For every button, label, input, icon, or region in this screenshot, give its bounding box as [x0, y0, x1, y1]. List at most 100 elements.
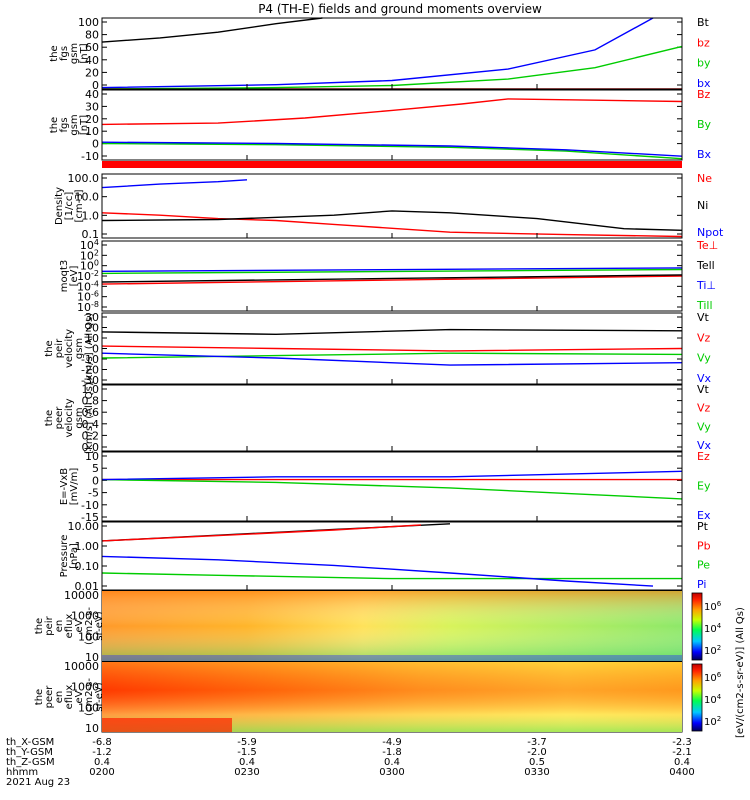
orbit-value: 0400	[669, 767, 694, 778]
ylabel-line: [mV/m]	[69, 468, 80, 506]
ylabel-line: [eV]	[69, 266, 80, 287]
tick-label: 104	[704, 622, 722, 635]
tick-label: 10-6	[77, 290, 99, 304]
tick-label: 10.00	[68, 520, 100, 533]
tick-exponent: 4	[717, 693, 722, 701]
tick-label: 104	[704, 693, 722, 706]
ylabel-line: [nPa]	[69, 543, 80, 569]
ylabel-line: E=-VxB	[59, 468, 70, 505]
series-bx	[101, 17, 654, 89]
ylabel-line: [nT]	[79, 115, 90, 135]
tick-exponent: -6	[91, 290, 99, 299]
legend-entry: Vy	[697, 352, 711, 365]
legend-entry: Vt	[697, 311, 710, 324]
tick-base: 10	[704, 602, 717, 613]
orbit-value: -5.9	[237, 737, 257, 748]
tick-label: 0	[92, 343, 99, 356]
tick-label: 1.00	[75, 540, 100, 553]
legend-entry: Pe	[697, 559, 710, 572]
legend-entry: By	[697, 118, 712, 131]
ylabel-line: peir	[54, 338, 65, 358]
tick-label: -10	[81, 499, 99, 512]
ylabel-line: eflux	[64, 614, 75, 639]
tick-exponent: 4	[94, 238, 99, 247]
panel-frame	[101, 384, 683, 452]
tick-label: 60	[85, 41, 99, 54]
ylabel-line: en	[54, 691, 65, 704]
series-Pe	[101, 572, 682, 580]
tick-label: -15	[81, 511, 99, 524]
tick-label: 102	[704, 644, 721, 657]
orbit-value: -2.0	[527, 747, 547, 758]
ylabel-line: the	[34, 689, 45, 705]
panel-temperature: moqt3 [eV]10410210010-210-410-610-8Te⊥Tel…	[59, 238, 718, 314]
legend-entry: Vy	[697, 420, 711, 433]
legend-entry: Ex	[697, 509, 711, 522]
tick-label: 0.0	[82, 441, 100, 454]
spectrogram-peir	[102, 591, 682, 661]
figure-title: P4 (TH-E) fields and ground moments over…	[258, 2, 542, 16]
series-Npot	[101, 179, 248, 189]
legend-entry: Ni	[697, 199, 708, 212]
tick-label: 10000	[64, 660, 99, 673]
spectrogram-peer	[102, 662, 682, 732]
series-Te⊥	[101, 275, 683, 285]
legend-entry: bx	[697, 77, 711, 90]
orbit-value: 0.4	[384, 757, 400, 768]
tick-label: 0	[92, 474, 99, 487]
colorbar-peer	[691, 663, 703, 732]
tick-label: 30	[85, 100, 99, 113]
orbit-row-label: th_Z-GSM	[6, 757, 55, 768]
ylabel-line: peer	[44, 685, 55, 709]
series-Ne	[101, 212, 683, 238]
ylabel-line: [nT]	[79, 43, 90, 63]
orbit-value: 0230	[234, 767, 259, 778]
ylabel-line: velocity	[64, 329, 75, 368]
legend-entry: by	[697, 57, 711, 70]
ylabel-line: fgs	[59, 46, 70, 61]
series-Vt	[101, 328, 683, 336]
series-Ey	[101, 478, 683, 500]
tick-label: 20	[85, 113, 99, 126]
legend-entry: Till	[696, 299, 713, 312]
tick-label: -5	[88, 487, 99, 500]
separator-band	[102, 161, 682, 168]
series-by	[101, 45, 683, 90]
tick-label: 100	[78, 630, 99, 643]
ylabel-line: gsm	[69, 43, 80, 64]
ylabel-line: [km/s] (All Qs)	[84, 313, 95, 385]
tick-base: 10	[704, 646, 717, 657]
tick-exponent: 6	[717, 600, 722, 608]
tick-base: 10	[704, 717, 717, 728]
orbit-value: 0330	[524, 767, 549, 778]
tick-exponent: 2	[94, 248, 99, 257]
ylabel-line: sr-eV)	[94, 682, 105, 711]
orbit-value: 0.4	[674, 757, 690, 768]
legend-entry: Vx	[697, 439, 712, 452]
ylabel-line: moqt3	[59, 260, 70, 293]
tick-label: 102	[80, 248, 99, 262]
legend-entry: Bx	[697, 148, 712, 161]
tick-label: 40	[85, 54, 99, 67]
legend-entry: Te⊥	[696, 239, 718, 252]
legend-entry: Pt	[697, 520, 709, 533]
tick-label: 1000	[71, 610, 99, 623]
orbit-value: 0.5	[529, 757, 545, 768]
panel-peir_velocity: the peir velocity gsm [km/s] (All Qs)3020100…	[44, 311, 712, 387]
orbit-value: 0.4	[94, 757, 110, 768]
tick-label: 80	[85, 29, 99, 42]
tick-label: 1000	[71, 681, 99, 694]
tick-label: 10	[85, 332, 99, 345]
tick-label: -10	[81, 150, 99, 163]
legend-entry: Ti⊥	[696, 279, 716, 292]
tick-label: 100	[78, 701, 99, 714]
tick-label: 0.10	[75, 560, 100, 573]
ylabel-line: the	[49, 45, 60, 61]
tick-label: -30	[81, 374, 99, 387]
ylabel-line: [km/s] (All Qs)	[84, 382, 95, 454]
orbit-value: 0.4	[239, 757, 255, 768]
tick-label: 0.2	[82, 429, 100, 442]
